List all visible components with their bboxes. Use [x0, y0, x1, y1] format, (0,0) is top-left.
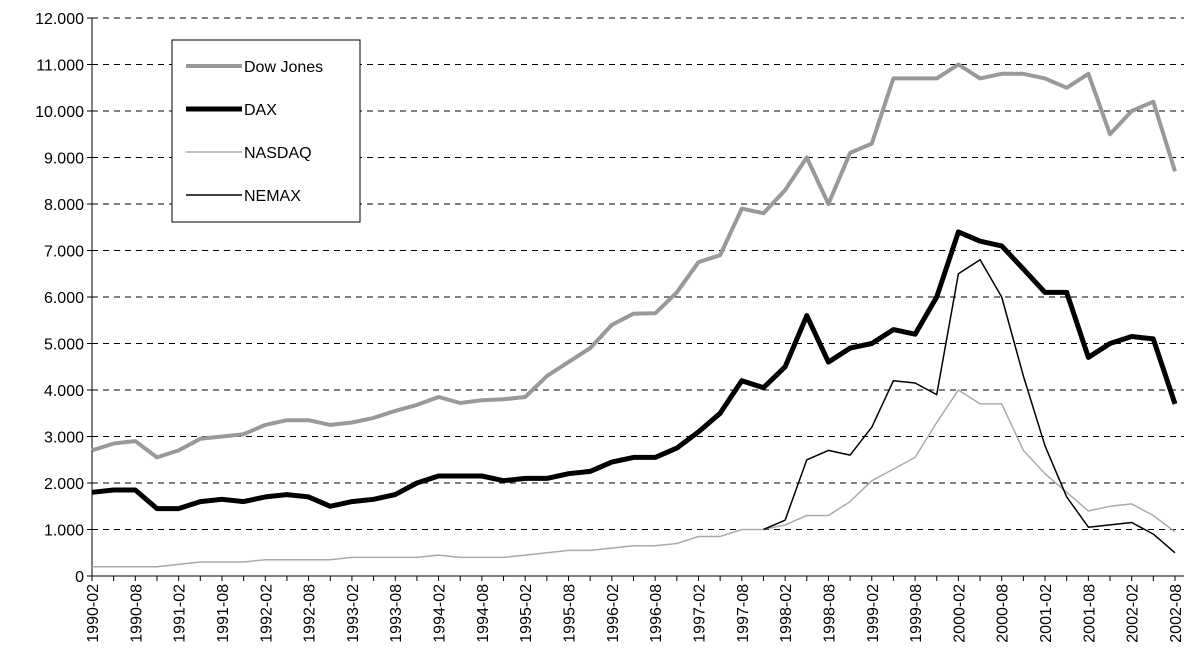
- x-tick-label: 1993-02: [345, 584, 362, 643]
- x-tick-label: 1997-02: [691, 584, 708, 643]
- legend-label: NASDAQ: [244, 145, 312, 162]
- x-tick-label: 1996-08: [648, 584, 665, 643]
- x-tick-label: 1995-02: [518, 584, 535, 643]
- x-tick-label: 1990-08: [128, 584, 145, 643]
- series-line: [91, 62, 1177, 460]
- y-tick-label: 5.000: [44, 337, 84, 354]
- x-tick-label: 2002-08: [1168, 584, 1184, 643]
- x-tick-label: 1998-02: [778, 584, 795, 643]
- x-tick-label: 1990-02: [85, 584, 102, 643]
- y-tick-label: 1.000: [44, 523, 84, 540]
- y-tick-label: 7.000: [44, 244, 84, 261]
- y-tick-label: 10.000: [35, 104, 84, 121]
- series-line: [763, 259, 1176, 554]
- legend: [171, 39, 361, 223]
- y-tick-label: 6.000: [44, 290, 84, 307]
- x-tick-label: 1997-08: [735, 584, 752, 643]
- y-tick-label: 3.000: [44, 430, 84, 447]
- x-tick-label: 1994-08: [475, 584, 492, 643]
- y-tick-label: 8.000: [44, 197, 84, 214]
- y-tick-label: 4.000: [44, 383, 84, 400]
- x-tick-label: 1991-02: [172, 584, 189, 643]
- x-tick-label: 2002-02: [1125, 584, 1142, 643]
- y-tick-label: 11.000: [36, 58, 84, 75]
- x-tick-label: 1992-08: [302, 584, 319, 643]
- x-tick-label: 1999-02: [865, 584, 882, 643]
- legend-label: Dow Jones: [244, 59, 323, 76]
- series-line: [92, 389, 1176, 568]
- x-tick-label: 1995-08: [562, 584, 579, 643]
- y-tick-label: 2.000: [44, 476, 84, 493]
- y-tick-label: 9.000: [44, 151, 84, 168]
- x-tick-label: 1991-08: [215, 584, 232, 643]
- x-tick-label: 2001-08: [1081, 584, 1098, 643]
- legend-label: NEMAX: [244, 188, 301, 205]
- x-tick-label: 2000-02: [951, 584, 968, 643]
- x-tick-label: 2001-02: [1038, 584, 1055, 643]
- x-tick-label: 1996-02: [605, 584, 622, 643]
- x-tick-label: 1992-02: [258, 584, 275, 643]
- x-tick-label: 1998-08: [821, 584, 838, 643]
- x-tick-label: 1993-08: [388, 584, 405, 643]
- x-tick-label: 2000-08: [995, 584, 1012, 643]
- x-tick-label: 1999-08: [908, 584, 925, 643]
- y-tick-label: 0: [75, 569, 84, 586]
- y-tick-label: 12.000: [35, 11, 84, 28]
- series-line: [91, 229, 1178, 512]
- legend-label: DAX: [244, 102, 277, 119]
- x-tick-label: 1994-02: [432, 584, 449, 643]
